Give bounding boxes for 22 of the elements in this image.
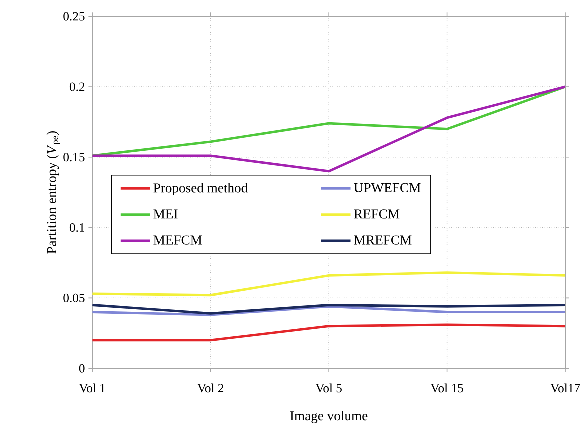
legend-label: Proposed method bbox=[154, 183, 248, 196]
legend-label: MEFCM bbox=[154, 236, 202, 245]
x-tick-label: Vol 5 bbox=[316, 384, 342, 393]
legend-label: UPWEFCM bbox=[354, 183, 421, 193]
x-axis-title: Image volume bbox=[290, 411, 368, 424]
line-series bbox=[92, 86, 566, 173]
y-tick-label: 0.1 bbox=[70, 224, 85, 232]
line-series bbox=[92, 272, 566, 297]
y-tick-label: 0.05 bbox=[64, 294, 85, 303]
y-axis-title: Partition entropy (V$_{pe}$) bbox=[46, 132, 60, 254]
legend-label: MEI bbox=[154, 210, 178, 219]
x-tick-label: Vol17 bbox=[550, 384, 580, 393]
y-tick-label: 0.25 bbox=[64, 12, 85, 21]
legend-label: REFCM bbox=[354, 210, 400, 219]
x-tick-label: Vol 15 bbox=[430, 384, 464, 393]
y-tick-label: 0 bbox=[79, 364, 85, 373]
line-series bbox=[92, 86, 566, 158]
x-tick-label: Vol 1 bbox=[79, 384, 106, 393]
y-tick-label: 0.2 bbox=[70, 82, 85, 92]
x-tick-label: Vol 2 bbox=[198, 384, 224, 393]
y-tick-label: 0.15 bbox=[64, 153, 85, 162]
legend-label: MREFCM bbox=[354, 236, 412, 245]
